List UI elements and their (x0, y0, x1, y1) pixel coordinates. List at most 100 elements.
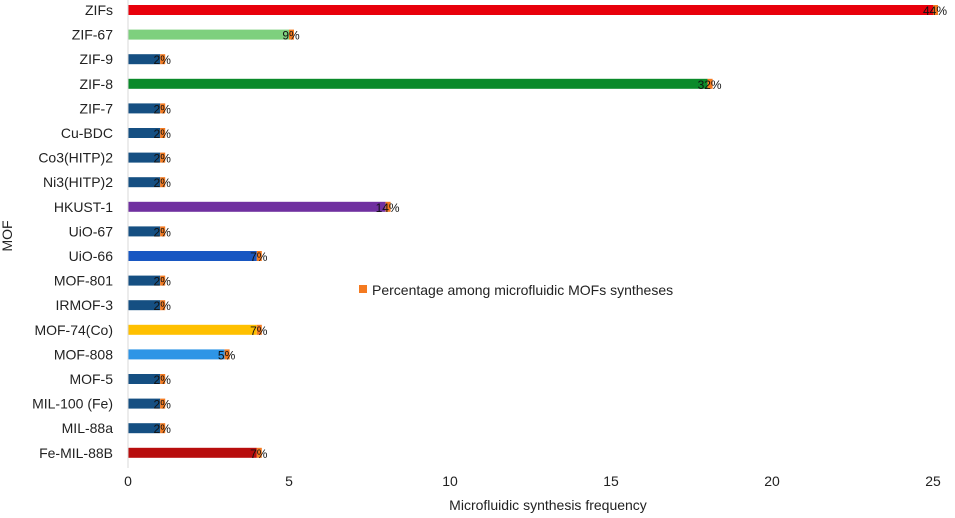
bar (128, 300, 161, 311)
data-label: 2% (154, 275, 172, 289)
x-tick-label: 5 (285, 473, 293, 489)
bar (128, 374, 161, 384)
data-label: 2% (154, 373, 172, 387)
x-tick-label: 0 (124, 473, 132, 489)
bar (128, 5, 933, 15)
category-label: ZIFs (85, 2, 113, 18)
percentage-bar (256, 447, 262, 458)
bar-row: Ni3(HITP)2 2% (43, 174, 171, 190)
bar (128, 201, 386, 212)
data-label: 5% (218, 348, 236, 362)
x-axis-label: Microfluidic synthesis frequency (449, 497, 647, 513)
percentage-bar (160, 54, 166, 65)
category-label: IRMOF-3 (55, 297, 113, 313)
bar (128, 275, 161, 286)
bar (128, 177, 161, 188)
percentage-bar (160, 128, 166, 138)
data-label: 2% (154, 422, 172, 436)
x-tick-label: 20 (764, 473, 780, 489)
category-label: HKUST-1 (54, 199, 113, 215)
bar-row: Fe-MIL-88B 7% (39, 445, 268, 461)
legend-label: Percentage among microfluidic MOFs synth… (372, 282, 673, 298)
bar (128, 251, 257, 261)
category-label: MOF-74(Co) (34, 322, 113, 338)
x-tick-label: 25 (925, 473, 941, 489)
category-label: ZIF-7 (80, 100, 114, 116)
percentage-bar (256, 251, 262, 261)
bar-row: MOF-808 5% (54, 346, 236, 362)
bar-row: MOF-5 2% (69, 371, 171, 387)
category-label: MOF-5 (69, 371, 113, 387)
bar-row: HKUST-1 14% (54, 199, 400, 215)
data-label: 7% (250, 447, 268, 461)
data-label: 2% (154, 225, 172, 239)
bar (128, 398, 161, 409)
bar-row: UiO-66 7% (69, 248, 268, 264)
bar-row: MOF-74(Co) 7% (34, 322, 267, 338)
percentage-bar (256, 324, 262, 335)
category-label: Ni3(HITP)2 (43, 174, 113, 190)
bar (128, 226, 161, 237)
data-label: 32% (698, 78, 722, 92)
percentage-bar (160, 423, 166, 434)
percentage-bar (160, 300, 166, 311)
bar (128, 78, 708, 89)
data-label: 2% (154, 176, 172, 190)
percentage-bar (160, 398, 166, 409)
bar (128, 128, 161, 138)
bar (128, 324, 257, 335)
category-label: UiO-66 (69, 248, 114, 264)
percentage-bar (160, 275, 166, 286)
percentage-bar (160, 103, 166, 114)
data-label: 2% (154, 299, 172, 313)
percentage-bar (933, 5, 938, 15)
category-label: MIL-100 (Fe) (32, 396, 113, 412)
category-label: ZIF-8 (80, 76, 114, 92)
bar (128, 423, 161, 434)
data-label: 2% (154, 53, 172, 67)
y-axis-label: MOF (0, 220, 15, 251)
category-label: ZIF-9 (80, 51, 114, 67)
bar-row: Cu-BDC 2% (61, 125, 171, 141)
data-label: 7% (250, 324, 268, 338)
data-label: 44% (923, 4, 947, 18)
data-label: 7% (250, 250, 268, 264)
bar-row: MIL-88a 2% (62, 420, 172, 436)
x-tick-label: 15 (603, 473, 619, 489)
percentage-bar (160, 152, 166, 163)
bar (128, 349, 225, 360)
category-label: Fe-MIL-88B (39, 445, 113, 461)
bar (128, 152, 161, 163)
bar-row: Co3(HITP)2 2% (38, 150, 171, 166)
percentage-bar (707, 78, 713, 89)
bar-row: MOF-801 2% (54, 273, 171, 289)
bar-row: MIL-100 (Fe) 2% (32, 396, 171, 412)
percentage-bar (160, 177, 166, 188)
category-label: MOF-801 (54, 273, 113, 289)
percentage-bar (160, 374, 166, 384)
bar-row: ZIFs 44% (85, 2, 947, 18)
bar-row: ZIF-7 2% (80, 100, 172, 116)
data-label: 2% (154, 152, 172, 166)
bar (128, 447, 257, 458)
legend-swatch (359, 285, 367, 293)
percentage-bar (224, 349, 230, 360)
bar (128, 54, 161, 65)
bar-row: UiO-67 2% (69, 223, 172, 239)
bar (128, 103, 161, 114)
data-label: 14% (376, 201, 400, 215)
percentage-bar (160, 226, 166, 237)
category-label: UiO-67 (69, 223, 114, 239)
category-label: MOF-808 (54, 346, 113, 362)
bar-row: ZIF-9 2% (80, 51, 172, 67)
bar-row: ZIF-67 9% (72, 27, 300, 43)
category-label: Co3(HITP)2 (38, 150, 113, 166)
data-label: 2% (154, 127, 172, 141)
percentage-bar (289, 29, 294, 40)
data-label: 2% (154, 102, 172, 116)
legend: Percentage among microfluidic MOFs synth… (359, 282, 673, 298)
category-label: MIL-88a (62, 420, 114, 436)
bar-row: IRMOF-3 2% (55, 297, 171, 313)
category-label: Cu-BDC (61, 125, 113, 141)
